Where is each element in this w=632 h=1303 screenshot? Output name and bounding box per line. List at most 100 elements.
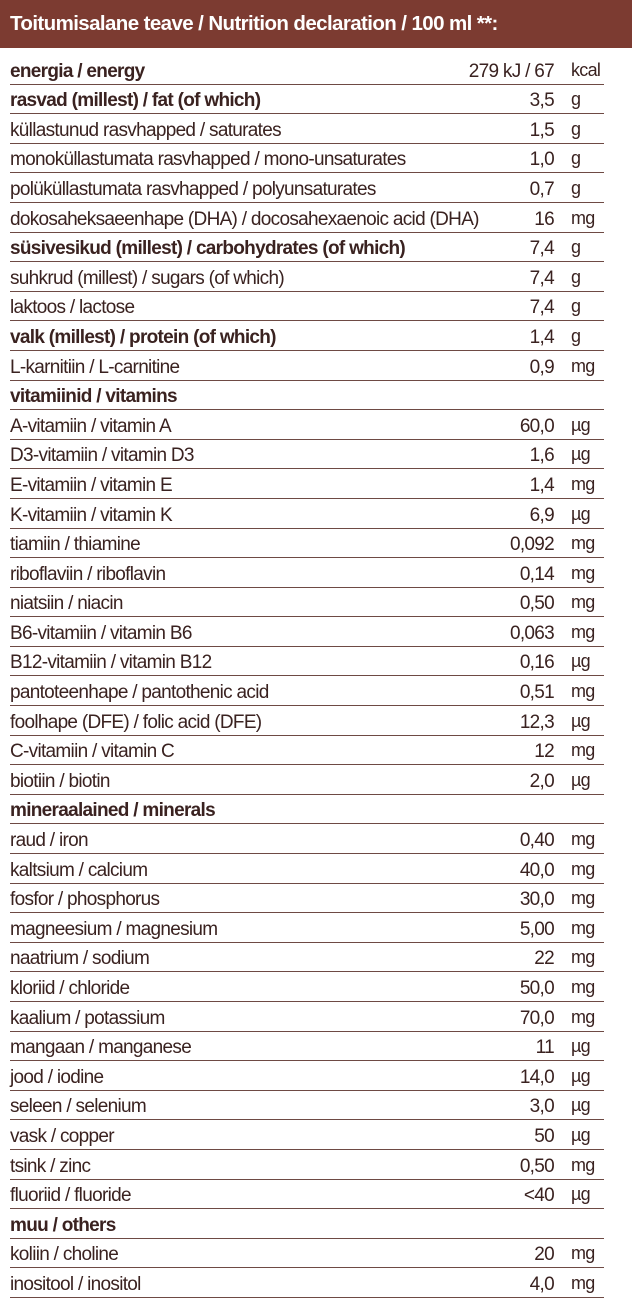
nutrient-value: 11 (535, 1037, 555, 1059)
nutrient-row: valk (millest) / protein (of which) 1,4 g (10, 321, 604, 351)
nutrient-name: E-vitamiin / vitamin E (10, 474, 173, 496)
nutrient-row: raud / iron 0,40 mg (10, 824, 604, 855)
nutrient-value: 4,0 (529, 1273, 555, 1295)
nutrient-unit: µg (571, 710, 591, 731)
nutrient-value: 0,40 (519, 830, 555, 852)
nutrient-value: 1,4 (529, 474, 555, 496)
nutrient-row: naatrium / sodium 22 mg (10, 943, 604, 973)
nutrient-name: foolhape (DFE) / folic acid (DFE) (10, 711, 262, 733)
nutrient-row: dokosaheksaeenhape (DHA) / docosahexaeno… (10, 203, 604, 233)
nutrient-value: 0,063 (509, 622, 555, 644)
nutrient-row: A-vitamiin / vitamin A 60,0 µg (10, 410, 604, 440)
nutrient-value: 20 (534, 1244, 554, 1266)
nutrient-name: raud / iron (10, 830, 89, 852)
nutrient-unit: mg (571, 977, 595, 997)
nutrient-name: vitamiinid / vitamins (10, 386, 178, 408)
nutrient-row: kaalium / potassium 70,0 mg (10, 1002, 604, 1032)
nutrient-value: 12,3 (519, 711, 555, 733)
nutrient-row: K-vitamiin / vitamin K 6,9 µg (10, 499, 604, 529)
nutrient-name: pantoteenhape / pantothenic acid (10, 682, 269, 704)
section-heading-row: muu / others (10, 1209, 604, 1239)
nutrient-row: vask / copper 50 µg (10, 1120, 604, 1150)
nutrient-value: 7,4 (529, 297, 555, 319)
nutrient-name: polüküllastumata rasvhapped / polyunsatu… (10, 178, 376, 200)
nutrient-unit: mg (571, 621, 595, 642)
nutrient-row: energia / energy 279 kJ / 67 kcal (10, 55, 604, 85)
nutrient-row: biotiin / biotin 2,0 µg (10, 765, 604, 795)
nutrient-name: D3-vitamiin / vitamin D3 (10, 445, 195, 467)
nutrient-name: muu / others (10, 1214, 116, 1236)
nutrient-unit: mg (571, 473, 595, 494)
nutrient-value: 12 (534, 741, 554, 763)
section-heading-row: mineraalained / minerals (10, 795, 604, 825)
nutrient-name: kaltsium / calcium (10, 859, 148, 881)
nutrient-name: riboflaviin / riboflavin (10, 563, 166, 585)
nutrient-unit: µg (571, 503, 591, 524)
nutrient-value: 50,0 (519, 978, 555, 999)
nutrient-unit: mg (571, 888, 595, 909)
nutrient-value: 60,0 (519, 415, 555, 437)
nutrient-unit: µg (571, 414, 591, 435)
nutrient-row: E-vitamiin / vitamin E 1,4 mg (10, 469, 604, 499)
nutrition-table: energia / energy 279 kJ / 67 kcal rasvad (m… (10, 55, 604, 1298)
nutrient-unit: µg (571, 651, 591, 672)
nutrient-row: tsink / zinc 0,50 mg (10, 1150, 604, 1180)
nutrient-name: inositool / inositol (10, 1273, 141, 1295)
nutrient-value: 0,092 (509, 534, 555, 556)
nutrient-name: laktoos / lactose (10, 297, 135, 319)
nutrient-unit: mg (571, 592, 595, 613)
nutrient-value: 16 (534, 208, 554, 230)
nutrient-name: dokosaheksaeenhape (DHA) / docosahexaeno… (10, 208, 479, 230)
nutrient-name: rasvad (millest) / fat (of which) (10, 90, 261, 112)
nutrient-unit: g (571, 89, 581, 110)
nutrient-unit: mg (571, 562, 595, 583)
nutrient-row: mangaan / manganese 11 µg (10, 1032, 604, 1062)
nutrient-row: magneesium / magnesium 5,00 mg (10, 913, 604, 943)
nutrient-row: rasvad (millest) / fat (of which) 3,5 g (10, 85, 604, 115)
nutrient-unit: g (571, 237, 581, 258)
nutrient-value: 70,0 (519, 1007, 555, 1029)
nutrient-unit: µg (571, 1184, 591, 1205)
nutrient-row: koliin / choline 20 mg (10, 1239, 604, 1269)
nutrient-unit: g (571, 148, 581, 169)
nutrient-value: 7,4 (529, 238, 555, 260)
nutrient-name: tiamiin / thiamine (10, 534, 141, 556)
nutrient-name: monoküllastumata rasvhapped / mono-unsat… (10, 149, 406, 171)
nutrient-row: jood / iodine 14,0 µg (10, 1061, 604, 1091)
nutrient-value: 1,0 (529, 149, 555, 171)
nutrient-name: B12-vitamiin / vitamin B12 (10, 652, 212, 674)
nutrient-value: 0,51 (519, 682, 555, 704)
nutrient-name: jood / iodine (10, 1066, 104, 1088)
nutrient-value: 30,0 (519, 889, 555, 911)
nutrient-name: K-vitamiin / vitamin K (10, 504, 173, 526)
nutrient-row: kloriid / chloride 50,0 mg (10, 972, 604, 1002)
nutrient-unit: µg (571, 769, 591, 790)
nutrient-name: A-vitamiin / vitamin A (10, 415, 172, 437)
nutrient-name: kaalium / potassium (10, 1007, 165, 1029)
nutrient-value: 2,0 (529, 770, 555, 792)
nutrient-row: pantoteenhape / pantothenic acid 0,51 mg (10, 676, 604, 707)
nutrient-name: biotiin / biotin (10, 770, 110, 792)
nutrient-name: niatsiin / niacin (10, 593, 123, 615)
nutrient-row: D3-vitamiin / vitamin D3 1,6 µg (10, 440, 604, 470)
nutrient-unit: mg (571, 1272, 595, 1293)
nutrient-value: 1,6 (529, 445, 555, 467)
nutrient-row: seleen / selenium 3,0 µg (10, 1091, 604, 1121)
nutrient-value: 7,4 (529, 267, 555, 289)
nutrient-row: süsivesikud (millest) / carbohydrates (o… (10, 233, 604, 263)
nutrient-name: suhkrud (millest) / sugars (of which) (10, 267, 285, 289)
nutrient-name: koliin / choline (10, 1244, 119, 1266)
nutrient-value: 0,16 (519, 652, 555, 674)
nutrient-row: L-karnitiin / L-carnitine 0,9 mg (10, 351, 604, 381)
nutrient-row: laktoos / lactose 7,4 g (10, 292, 604, 322)
nutrient-row: tiamiin / thiamine 0,092 mg (10, 529, 604, 559)
nutrient-name: valk (millest) / protein (of which) (10, 326, 277, 348)
nutrient-unit: mg (571, 1154, 595, 1175)
nutrient-unit: mg (571, 947, 595, 968)
nutrient-row: suhkrud (millest) / sugars (of which) 7,4… (10, 262, 604, 292)
nutrient-row: B6-vitamiin / vitamin B6 0,063 mg (10, 617, 604, 647)
header-title: Toitumisalane teave / Nutrition declarat… (10, 12, 498, 35)
nutrient-unit: µg (571, 1095, 591, 1116)
nutrient-value: 0,9 (529, 356, 555, 378)
